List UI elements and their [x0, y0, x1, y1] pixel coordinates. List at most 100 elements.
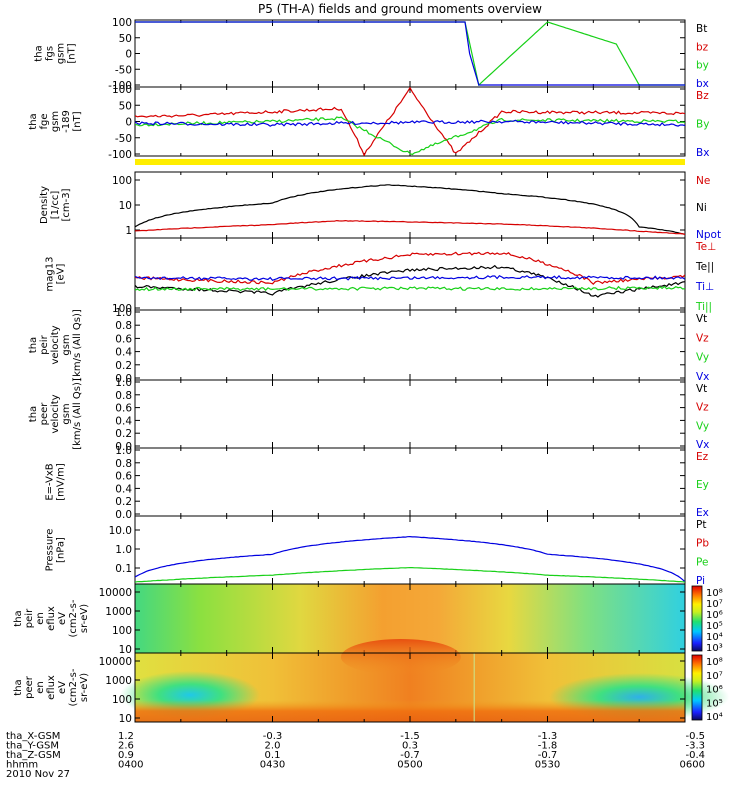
mode-bar: [135, 159, 685, 165]
colorbar-tick-label: 10⁷: [706, 599, 723, 610]
y-axis-label: sr-eV): [79, 673, 90, 702]
legend-Vx: Vx: [696, 371, 709, 383]
legend-Vy: Vy: [696, 420, 709, 432]
y-tick-label: 10000: [99, 656, 132, 668]
y-tick-label: 0.6: [115, 471, 132, 483]
y-axis-label: eV: [57, 681, 68, 694]
panel-peir_spec: 10000 1000 100 10 tha peir en eflux eV (cm2-s-sr-…: [13, 583, 723, 656]
colorbar-tick-label: 10⁵: [706, 698, 723, 709]
colorbar: [691, 654, 703, 721]
y-tick-label: 100: [112, 694, 132, 706]
y-axis-label: (cm2-s-: [68, 668, 79, 706]
y-axis-label: sr-eV): [79, 604, 90, 633]
legend-bz: bz: [696, 41, 709, 53]
y-axis-label: mag13: [45, 257, 56, 292]
y-axis-label: fge: [39, 113, 50, 129]
legend-Pe: Pe: [696, 556, 708, 568]
y-axis-label: [nT]: [67, 43, 78, 63]
series-Ti||: [135, 285, 685, 292]
y-axis-label: peer: [39, 402, 50, 426]
series-Ne: [135, 219, 685, 235]
legend-Ti||: Ti||: [695, 301, 712, 313]
legend-Pb: Pb: [696, 538, 709, 550]
y-tick-label: 100: [112, 17, 132, 29]
y-axis-label: peir: [24, 608, 35, 628]
footer-value: 1.2: [118, 731, 134, 742]
y-tick-label: 10: [119, 713, 132, 725]
panel-frame: [134, 171, 686, 239]
y-axis-label: peir: [39, 334, 50, 354]
series-Ni: [135, 184, 685, 235]
panel-fge: 100 50 0 -50 -100 tha fge gsm -189 [nT] Bz By Bx: [28, 84, 709, 161]
legend-Bt: Bt: [696, 23, 707, 35]
panel-frame: [134, 19, 686, 88]
footer-value: 0530: [535, 760, 560, 771]
y-axis-label: gsm: [50, 111, 61, 132]
y-axis-label: [km/s (All Qs)]: [72, 309, 83, 381]
y-axis-label: E=-VxB: [45, 463, 56, 500]
colorbar-tick-label: 10⁶: [706, 610, 723, 621]
y-axis-label: eflux: [46, 606, 57, 631]
y-axis-label: fgs: [45, 46, 56, 61]
y-tick-label: 50: [119, 33, 132, 45]
y-tick-label: 0.6: [115, 333, 132, 345]
legend-Bx: Bx: [696, 147, 709, 159]
y-tick-label: 0.4: [115, 483, 132, 495]
footer-value: 2.6: [118, 741, 134, 752]
panel-efield: 1.00.80.60.40.20.0 E=-VxB [mV/m] Ez Ey Ex: [45, 445, 709, 521]
y-tick-label: 1.0: [115, 544, 132, 556]
legend-By: By: [696, 119, 709, 131]
y-axis-label: [1/cc]: [50, 191, 61, 220]
panel-peer_vel: 1.00.80.60.40.20.0 tha peer velocity gsm [km/…: [28, 377, 709, 453]
panel-frame: [134, 515, 686, 585]
y-tick-label: 1000: [105, 606, 132, 618]
panel-pressure: 10.0 1.0 0.1 Pressure [nPa] Pt Pb Pe Pi: [45, 515, 709, 587]
series-Pe: [135, 567, 685, 583]
legend-Vt: Vt: [696, 383, 707, 395]
legend-Vt: Vt: [696, 313, 707, 325]
footer-value: 0400: [118, 760, 143, 771]
y-tick-label: -100: [108, 80, 132, 92]
footer-value: 0600: [680, 760, 705, 771]
legend-Ti⊥: Ti⊥: [695, 281, 714, 293]
traces-tha fge gsm -189 [nT]: [135, 87, 685, 156]
y-axis-label: eV: [57, 612, 68, 625]
y-axis-label: tha: [34, 45, 45, 61]
y-tick-label: 0.4: [115, 415, 132, 427]
colorbar-tick-label: 10⁶: [706, 685, 723, 696]
y-tick-label: 0.4: [115, 347, 132, 359]
y-axis-label: tha: [28, 113, 39, 129]
y-axis-label: (cm2-s-: [68, 599, 79, 637]
footer-value: -1.5: [400, 731, 420, 742]
panel-fgs: 100 50 0 -50 -100 tha fgs gsm [nT] Bt bz by bx: [34, 17, 709, 92]
legend-Pi: Pi: [696, 575, 705, 587]
footer-value: -0.7: [538, 750, 558, 761]
y-axis-label: velocity: [50, 325, 61, 364]
footer-value: 0430: [260, 760, 285, 771]
legend-Pt: Pt: [696, 519, 706, 531]
y-axis-label: [km/s (All Qs)]: [72, 378, 83, 450]
y-tick-label: 100: [112, 303, 132, 315]
legend-Vz: Vz: [696, 332, 709, 344]
colorbar: [691, 585, 703, 652]
spectrogram-high-energy-peak: [340, 639, 461, 675]
footer-row-label: tha_X-GSM: [6, 731, 60, 742]
colorbar-tick-label: 10⁴: [706, 632, 723, 643]
traces-Pressure [nPa]: [135, 535, 685, 583]
y-axis-label: gsm: [56, 43, 67, 64]
y-tick-label: 10000: [99, 587, 132, 599]
colorbar-tick-label: 10⁵: [706, 621, 723, 632]
legend-Te⊥: Te⊥: [695, 241, 716, 253]
series-bx: [135, 21, 685, 86]
y-tick-label: 0.2: [115, 428, 132, 440]
traces-Density [1/cc]: [135, 184, 685, 235]
series-Te⊥: [135, 251, 685, 286]
colorbar-tick-label: 10⁸: [706, 657, 723, 668]
y-tick-label: 50: [119, 100, 132, 112]
y-axis-label: en: [35, 681, 46, 694]
y-axis-label: [nT]: [72, 111, 83, 131]
y-axis-label: tha: [28, 406, 39, 422]
series-Bz: [135, 87, 685, 156]
